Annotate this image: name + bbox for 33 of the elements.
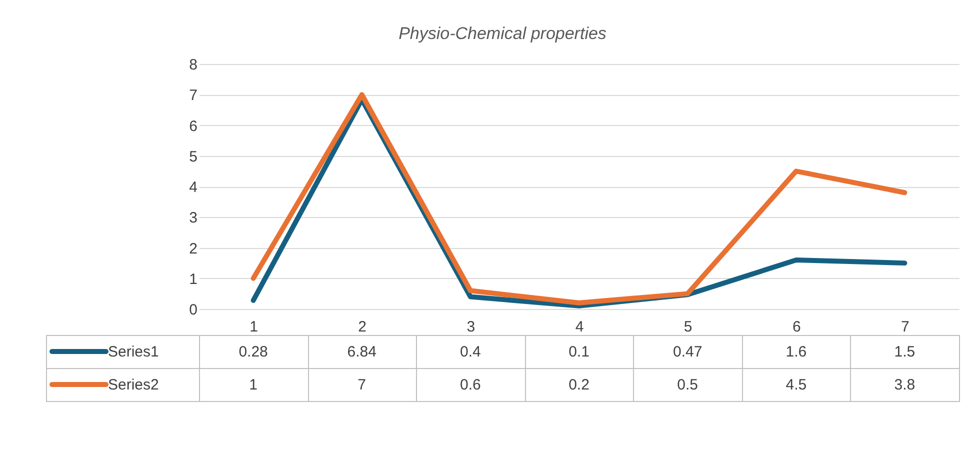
data-label: 3.8 — [894, 376, 916, 394]
data-label: 4.5 — [786, 376, 807, 394]
data-label: 0.1 — [568, 344, 590, 360]
x-tick-label: 1 — [250, 318, 258, 336]
x-tick-label: 3 — [466, 318, 476, 336]
y-tick-label: 6 — [189, 118, 198, 135]
x-tick-label: 4 — [575, 318, 584, 336]
x-tick-label: 5 — [684, 318, 692, 336]
data-label: 0.2 — [568, 376, 590, 394]
data-label: 6.84 — [347, 344, 376, 360]
y-tick-label: 8 — [189, 56, 198, 74]
y-tick-label: 4 — [189, 179, 198, 196]
y-tick-label: 5 — [189, 148, 198, 166]
y-tick-label: 3 — [189, 210, 198, 227]
data-label: 1.6 — [786, 344, 807, 360]
data-label: 0.47 — [672, 344, 702, 360]
chart-title: Physio-Chemical properties — [398, 24, 607, 43]
data-label: 0.6 — [460, 376, 481, 394]
data-label: 1.5 — [894, 344, 916, 360]
legend-label: Series1 — [108, 344, 159, 360]
y-tick-label: 2 — [189, 240, 198, 258]
y-tick-label: 7 — [189, 87, 198, 104]
y-tick-label: 1 — [189, 270, 198, 288]
x-tick-label: 2 — [358, 318, 367, 336]
y-tick-label: 0 — [189, 302, 198, 318]
data-label: 1 — [249, 376, 258, 394]
data-label: 7 — [358, 376, 366, 394]
x-tick-label: 7 — [901, 318, 910, 336]
data-label: 0.4 — [460, 344, 481, 360]
data-label: 0.28 — [238, 344, 268, 360]
x-tick-label: 6 — [792, 318, 801, 336]
legend-label: Series2 — [108, 376, 159, 394]
data-label: 0.5 — [677, 376, 698, 394]
